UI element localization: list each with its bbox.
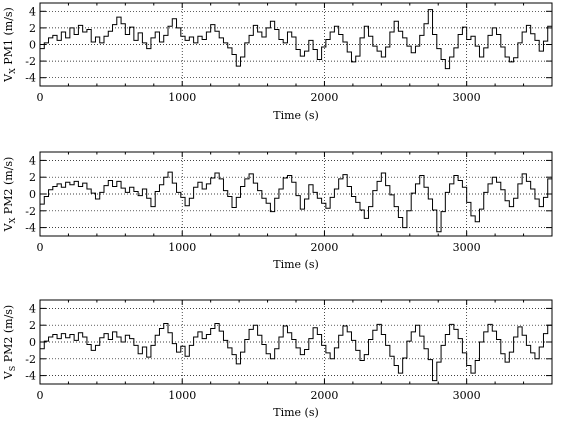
- y-tick-label: 4: [29, 154, 36, 167]
- y-tick-label: -4: [25, 370, 36, 383]
- chart-panel-vs-pm2: 0 1000 2000 3000 -4 -2 0 2 4 Time (s) VS PM2 (m…: [2, 299, 553, 419]
- y-tick-label: 2: [29, 171, 36, 184]
- y-axis-label-sub: S: [8, 366, 17, 371]
- y-tick-labels: -4 -2 0 2 4: [25, 154, 36, 234]
- y-tick-label: 0: [29, 39, 36, 52]
- y-axis-label-main: V: [2, 370, 15, 380]
- x-tick-label: 0: [37, 91, 44, 104]
- y-tick-label: 0: [29, 336, 36, 349]
- y-tick-label: 0: [29, 188, 36, 201]
- x-tick-label: 2000: [310, 241, 338, 254]
- y-tick-labels: -4 -2 0 2 4: [25, 5, 36, 84]
- y-axis-label-rest: PM2 (m/s): [2, 157, 15, 218]
- y-axis-label-rest: PM1 (m/s): [2, 7, 15, 68]
- y-axis-label: VX PM2 (m/s): [2, 157, 17, 233]
- tick-marks: [39, 152, 552, 236]
- x-tick-label: 1000: [168, 241, 196, 254]
- x-tick-labels: 0 1000 2000 3000: [37, 241, 481, 254]
- x-tick-label: 0: [37, 389, 44, 402]
- y-axis-label-main: V: [2, 222, 15, 232]
- x-axis-label: Time (s): [273, 406, 319, 419]
- x-tick-label: 3000: [453, 91, 481, 104]
- x-tick-label: 2000: [310, 389, 338, 402]
- series-line: [40, 323, 552, 382]
- x-tick-label: 1000: [168, 91, 196, 104]
- x-axis-label: Time (s): [273, 109, 319, 122]
- tick-marks: [39, 3, 552, 86]
- y-axis-label: VS PM2 (m/s): [2, 305, 17, 380]
- y-tick-label: -4: [25, 72, 36, 85]
- x-tick-labels: 0 1000 2000 3000: [37, 91, 481, 104]
- y-axis-label-sub: X: [8, 217, 17, 223]
- x-axis-label: Time (s): [273, 258, 319, 271]
- y-tick-label: 4: [29, 5, 36, 18]
- x-tick-label: 3000: [453, 389, 481, 402]
- y-tick-label: 2: [29, 319, 36, 332]
- series-line: [40, 171, 552, 233]
- y-tick-labels: -4 -2 0 2 4: [25, 302, 36, 382]
- x-tick-labels: 0 1000 2000 3000: [37, 389, 481, 402]
- y-tick-label: -2: [25, 55, 36, 68]
- y-tick-label: 4: [29, 302, 36, 315]
- y-axis-label-rest: PM2 (m/s): [2, 305, 15, 366]
- y-tick-label: -4: [25, 222, 36, 235]
- y-tick-label: -2: [25, 353, 36, 366]
- x-tick-label: 1000: [168, 389, 196, 402]
- chart-panel-vx-pm1: 0 1000 2000 3000 -4 -2 0 2 4 Time (s) VX PM1 (m…: [2, 2, 553, 122]
- x-tick-label: 0: [37, 241, 44, 254]
- x-tick-label: 3000: [453, 241, 481, 254]
- chart-panel-vx-pm2: 0 1000 2000 3000 -4 -2 0 2 4 Time (s) VX PM2 (m…: [2, 151, 553, 271]
- x-tick-label: 2000: [310, 91, 338, 104]
- series-line: [40, 9, 552, 70]
- y-axis-label-main: V: [2, 73, 15, 83]
- tick-marks: [39, 300, 552, 384]
- y-axis-label: VX PM1 (m/s): [2, 7, 17, 83]
- y-axis-label-sub: X: [8, 68, 17, 74]
- y-tick-label: -2: [25, 205, 36, 218]
- y-tick-label: 2: [29, 22, 36, 35]
